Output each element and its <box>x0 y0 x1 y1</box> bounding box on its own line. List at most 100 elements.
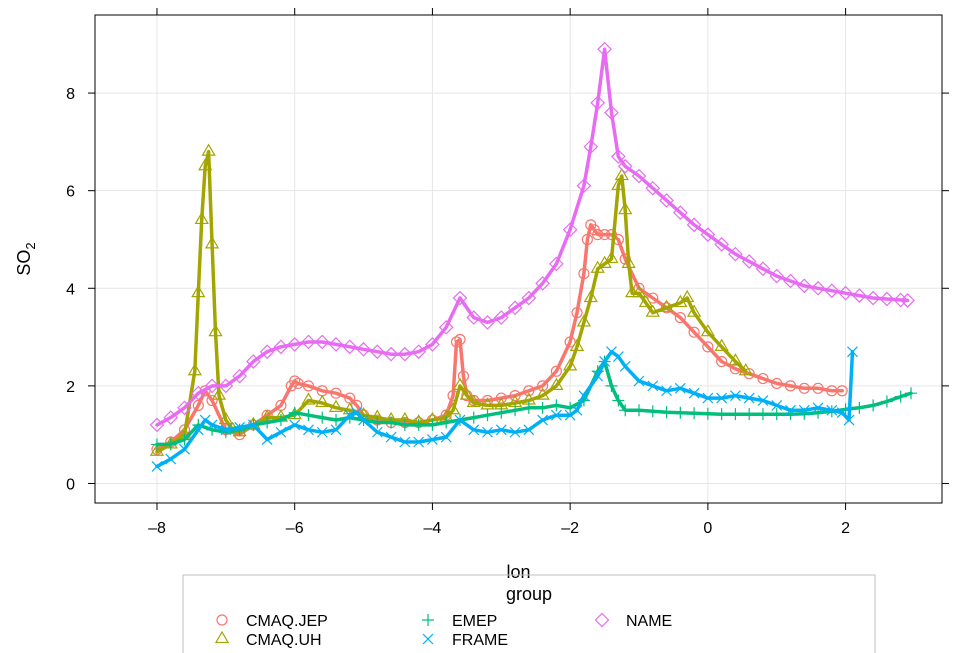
data-point-cmaq-uh <box>638 294 654 308</box>
data-point-name <box>659 193 674 208</box>
data-point-frame <box>220 424 232 436</box>
data-point-name <box>369 344 385 360</box>
data-point-cmaq-uh <box>218 411 233 425</box>
data-point-emep <box>894 390 907 403</box>
data-point-cmaq-uh <box>204 236 220 249</box>
legend-box <box>182 574 876 653</box>
y-axis-label: SO2 <box>14 242 38 275</box>
data-point-frame <box>674 382 686 394</box>
y-tick-label: 4 <box>66 281 75 298</box>
legend-marker-cmaq-uh <box>214 630 230 644</box>
data-point-emep <box>674 406 687 419</box>
y-tick-label: 2 <box>66 379 75 396</box>
legend-marker-cmaq-jep <box>216 614 228 626</box>
data-point-name <box>163 410 179 425</box>
data-point-name <box>232 368 247 384</box>
data-point-cmaq-jep <box>550 365 562 377</box>
data-point-cmaq-uh <box>211 387 227 400</box>
data-point-cmaq-uh <box>738 363 753 376</box>
data-point-frame <box>399 436 411 448</box>
data-point-cmaq-uh <box>686 304 702 317</box>
data-point-frame <box>371 426 383 438</box>
data-point-name <box>246 354 261 369</box>
data-point-frame <box>564 409 576 421</box>
data-point-cmaq-jep <box>495 392 507 404</box>
data-point-cmaq-jep <box>571 307 583 319</box>
data-point-emep <box>164 438 177 451</box>
data-point-frame <box>468 424 480 436</box>
data-point-frame <box>179 443 190 455</box>
data-point-frame <box>550 409 562 421</box>
data-point-cmaq-uh <box>201 143 216 156</box>
data-point-emep <box>509 404 522 417</box>
data-point-emep <box>426 418 439 431</box>
data-point-cmaq-jep <box>702 341 714 353</box>
data-point-cmaq-uh <box>563 358 578 371</box>
data-point-frame <box>385 431 397 443</box>
data-point-cmaq-uh <box>583 289 598 303</box>
data-point-name <box>728 246 743 262</box>
data-point-frame <box>702 392 714 404</box>
data-point-cmaq-jep <box>743 368 755 380</box>
data-point-cmaq-uh <box>480 397 495 410</box>
data-point-name <box>493 310 509 325</box>
legend-item-cmaq-jep: CMAQ.JEP <box>216 613 328 630</box>
legend-title: group <box>506 584 552 604</box>
series-line-cmaq-jep <box>155 223 844 452</box>
data-point-name <box>204 378 220 394</box>
data-point-frame <box>509 426 521 438</box>
data-point-frame <box>199 414 211 426</box>
data-point-frame <box>771 399 783 411</box>
data-point-frame <box>495 424 507 436</box>
data-point-cmaq-uh <box>466 394 481 408</box>
data-point-frame <box>599 356 611 367</box>
data-point-cmaq-uh <box>714 338 729 351</box>
legend: group CMAQ.JEP CMAQ.UH EMEP FRAME NAME <box>182 574 876 653</box>
data-point-name <box>796 278 812 294</box>
series-cmaq-uh <box>149 143 753 456</box>
data-point-frame <box>289 419 301 431</box>
x-tick-label: –6 <box>286 520 304 537</box>
x-tick-label: 0 <box>703 520 712 537</box>
data-point-name <box>852 288 867 303</box>
data-point-cmaq-uh <box>604 250 619 264</box>
axes: –8 –6 –4 –2 0 2 0 2 4 6 8 <box>66 8 949 537</box>
data-point-cmaq-uh <box>301 392 316 405</box>
data-point-cmaq-jep <box>688 326 700 338</box>
data-point-name <box>342 339 358 355</box>
data-point-name <box>583 139 599 155</box>
data-point-emep <box>605 379 618 392</box>
data-point-emep <box>905 387 918 400</box>
legend-marker-emep <box>422 614 434 626</box>
data-point-cmaq-jep <box>716 355 728 368</box>
data-point-name <box>838 285 853 301</box>
data-point-cmaq-jep <box>454 333 466 346</box>
data-point-frame <box>826 404 838 416</box>
data-point-frame <box>165 453 177 465</box>
legend-item-name: NAME <box>594 612 672 630</box>
data-point-name <box>149 417 165 433</box>
data-point-name <box>383 346 399 362</box>
data-point-name <box>273 339 289 355</box>
data-point-frame <box>454 414 466 426</box>
data-point-emep <box>412 418 425 431</box>
legend-item-emep: EMEP <box>422 613 497 630</box>
data-point-cmaq-uh <box>621 255 636 268</box>
x-axis-label: lon <box>506 562 530 582</box>
data-point-emep <box>715 408 728 421</box>
data-point-cmaq-uh <box>645 304 660 317</box>
data-point-emep <box>495 406 508 419</box>
data-point-frame <box>206 419 218 431</box>
data-point-name <box>741 254 757 269</box>
data-point-frame <box>426 434 438 445</box>
data-point-emep <box>178 433 191 446</box>
legend-marker-name <box>594 612 610 628</box>
data-point-frame <box>330 424 342 436</box>
data-point-emep <box>633 404 646 417</box>
data-point-name <box>893 292 909 308</box>
data-point-emep <box>853 401 866 414</box>
data-point-frame <box>743 392 755 404</box>
data-point-frame <box>798 404 810 416</box>
data-point-frame <box>316 426 328 438</box>
data-point-cmaq-uh <box>459 387 474 400</box>
